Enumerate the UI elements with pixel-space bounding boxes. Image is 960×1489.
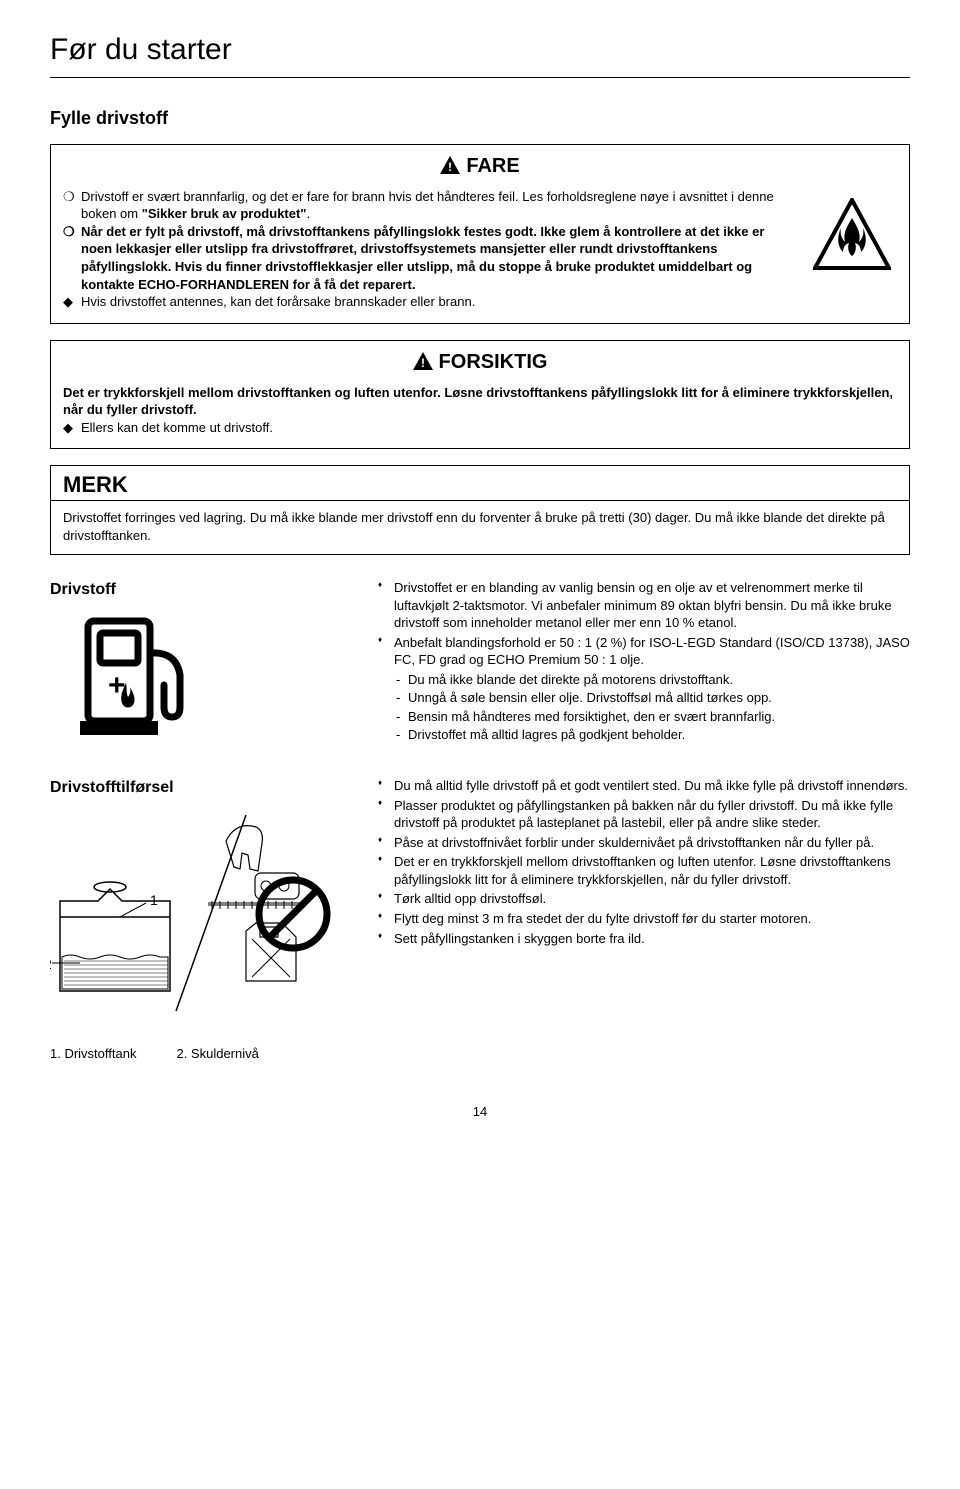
merk-box: MERK Drivstoffet forringes ved lagring. … xyxy=(50,465,910,555)
merk-body: Drivstoffet forringes ved lagring. Du må… xyxy=(51,501,909,554)
fuel-pump-icon: + xyxy=(80,613,350,748)
heading-drivstoff: Drivstoff xyxy=(50,579,350,601)
tilforsel-item-5: Tørk alltid opp drivstoffsøl. xyxy=(394,890,910,908)
tilforsel-item-1: Du må alltid fylle drivstoff på et godt … xyxy=(394,777,910,795)
warning-triangle-icon: ! xyxy=(440,155,460,182)
fare-item-2: Når det er fylt på drivstoff, må drivsto… xyxy=(81,223,797,293)
heading-fylle-drivstoff: Fylle drivstoff xyxy=(50,106,910,130)
forsiktig-bullet: Ellers kan det komme ut drivstoff. xyxy=(81,419,897,437)
drivstoff-item-2-text: Anbefalt blandingsforhold er 50 : 1 (2 %… xyxy=(394,635,910,668)
drivstoff-dash-2: Unngå å søle bensin eller olje. Drivstof… xyxy=(408,689,910,707)
drivstoff-dash-1: Du må ikke blande det direkte på motoren… xyxy=(408,671,910,689)
page-number: 14 xyxy=(50,1103,910,1121)
diagram-label-1: 1 xyxy=(150,892,158,908)
drivstoff-item-2: Anbefalt blandingsforhold er 50 : 1 (2 %… xyxy=(394,634,910,744)
drivstofftilforsel-section: Drivstofftilførsel 1 2 xyxy=(50,777,910,1063)
fare-box: ! FARE Drivstoff er svært brannfarlig, o… xyxy=(50,144,910,324)
drivstoff-list: Drivstoffet er en blanding av vanlig ben… xyxy=(378,579,910,744)
tilforsel-item-7: Sett påfyllingstanken i skyggen borte fr… xyxy=(394,930,910,948)
flammable-icon xyxy=(813,198,891,276)
diagram-legend: 1. Drivstofftank 2. Skuldernivå xyxy=(50,1045,350,1063)
fare-item-3: Hvis drivstoffet antennes, kan det forår… xyxy=(81,293,897,311)
warning-triangle-icon: ! xyxy=(413,351,433,378)
svg-text:!: ! xyxy=(421,356,425,370)
svg-text:!: ! xyxy=(448,160,452,174)
forsiktig-line1: Det er trykkforskjell mellom drivstoffta… xyxy=(63,384,897,419)
forsiktig-title: FORSIKTIG xyxy=(439,351,548,373)
legend-2: 2. Skuldernivå xyxy=(176,1045,258,1063)
drivstoff-dash-4: Drivstoffet må alltid lagres på godkjent… xyxy=(408,726,910,744)
fare-item-1: Drivstoff er svært brannfarlig, og det e… xyxy=(81,188,797,223)
tilforsel-item-4: Det er en trykkforskjell mellom drivstof… xyxy=(394,853,910,888)
page-title: Før du starter xyxy=(50,30,910,78)
fare-title: FARE xyxy=(466,155,519,177)
tilforsel-item-6: Flytt deg minst 3 m fra stedet der du fy… xyxy=(394,910,910,928)
fare-item1-suffix: . xyxy=(306,206,310,221)
forsiktig-title-row: ! FORSIKTIG xyxy=(63,349,897,378)
fare-title-row: ! FARE xyxy=(63,153,897,182)
forsiktig-box: ! FORSIKTIG Det er trykkforskjell mellom… xyxy=(50,340,910,450)
drivstoff-section: Drivstoff + Drivstoffet er en blanding a… xyxy=(50,579,910,747)
tilforsel-item-2: Plasser produktet og påfyllingstanken på… xyxy=(394,797,910,832)
legend-1: 1. Drivstofftank xyxy=(50,1045,136,1063)
heading-tilforsel: Drivstofftilførsel xyxy=(50,777,350,799)
tilforsel-list: Du må alltid fylle drivstoff på et godt … xyxy=(378,777,910,947)
merk-title: MERK xyxy=(51,466,909,500)
fare-body: Drivstoff er svært brannfarlig, og det e… xyxy=(63,188,897,311)
drivstoff-item-1: Drivstoffet er en blanding av vanlig ben… xyxy=(394,579,910,632)
tilforsel-item-3: Påse at drivstoffnivået forblir under sk… xyxy=(394,834,910,852)
fuel-supply-diagram: 1 2 xyxy=(50,811,350,1036)
diagram-label-2: 2 xyxy=(50,956,52,972)
fare-item1-bold: "Sikker bruk av produktet" xyxy=(142,206,307,221)
drivstoff-dash-3: Bensin må håndteres med forsiktighet, de… xyxy=(408,708,910,726)
forsiktig-body: Det er trykkforskjell mellom drivstoffta… xyxy=(63,384,897,437)
